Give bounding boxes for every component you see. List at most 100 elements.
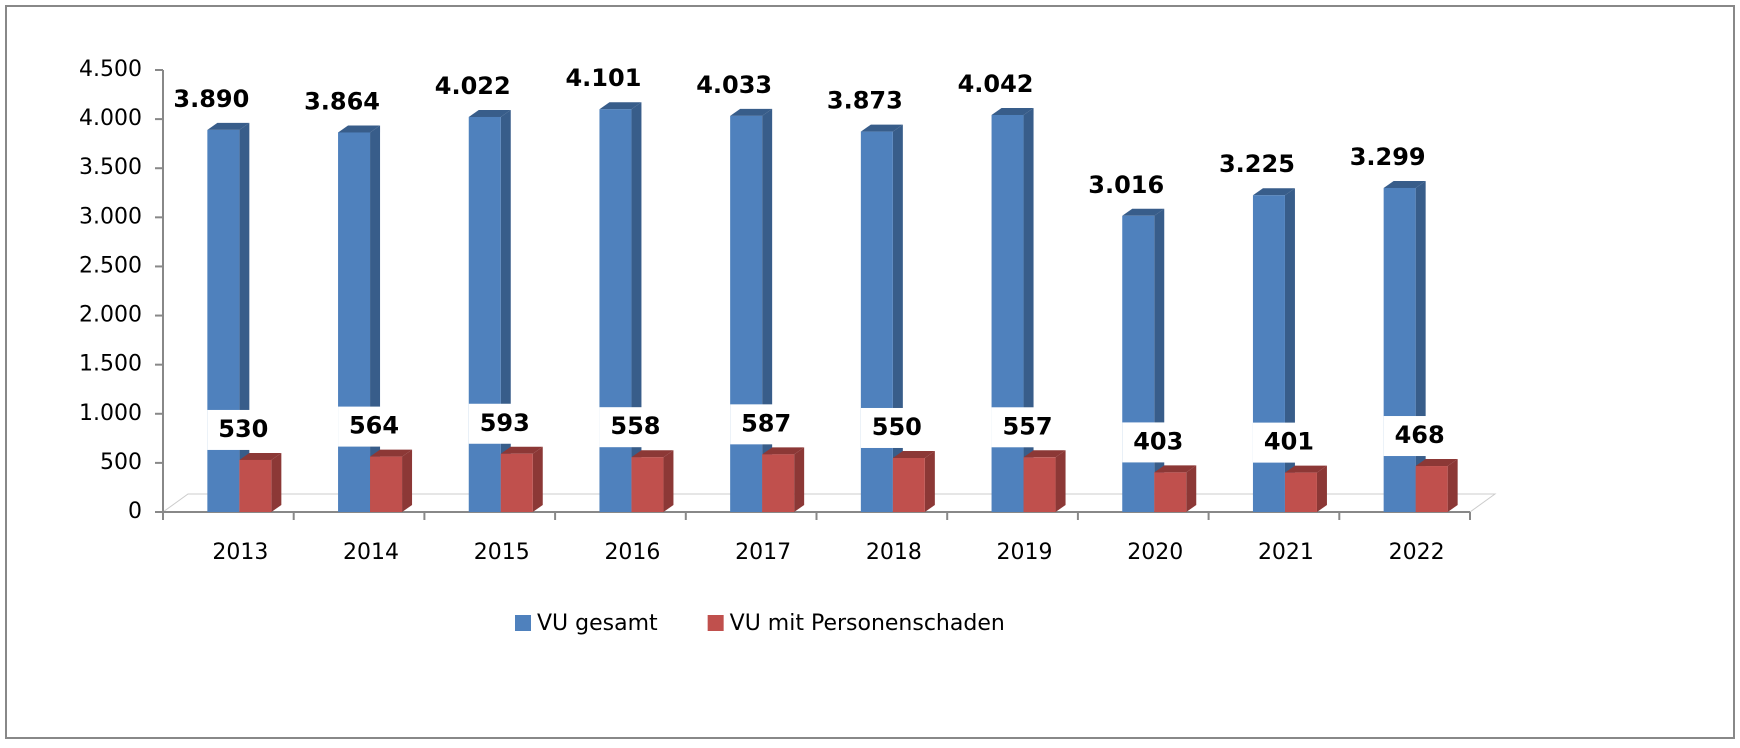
bar-front <box>239 459 272 512</box>
y-tick-label: 1.000 <box>79 401 142 426</box>
value-label: 401 <box>1264 428 1314 456</box>
y-tick-label: 4.000 <box>79 106 142 131</box>
bar-top <box>599 102 642 110</box>
bar-front <box>860 131 893 512</box>
bar-side <box>1186 465 1197 512</box>
value-label: 4.042 <box>958 70 1034 98</box>
bar-top <box>991 107 1034 115</box>
bar-side <box>631 102 642 512</box>
bar-top <box>338 125 381 133</box>
x-tick-label: 2013 <box>212 540 268 565</box>
value-label: 3.864 <box>304 87 380 115</box>
value-label: 3.016 <box>1088 171 1164 199</box>
bar-front <box>892 457 925 512</box>
value-label: 403 <box>1133 427 1183 455</box>
bar-side <box>663 450 674 512</box>
y-tick-label: 3.000 <box>79 204 142 229</box>
x-tick-label: 2017 <box>735 540 791 565</box>
bar <box>1252 188 1295 512</box>
bar-front <box>207 129 240 512</box>
bar-top <box>1415 459 1458 467</box>
y-tick-label: 0 <box>128 499 142 524</box>
bar-side <box>532 446 543 512</box>
y-tick-label: 4.500 <box>79 57 142 82</box>
bar-front <box>730 115 763 512</box>
bar-front <box>599 109 632 512</box>
x-tick-label: 2022 <box>1389 540 1445 565</box>
value-label: 557 <box>1002 412 1052 440</box>
bar-front <box>370 456 403 512</box>
y-tick-label: 2.000 <box>79 303 142 328</box>
bar-front <box>1415 466 1448 512</box>
bar <box>370 449 413 512</box>
value-label: 530 <box>218 415 268 443</box>
value-label-box <box>599 407 672 448</box>
bar-front <box>1122 215 1155 512</box>
bar <box>468 109 511 512</box>
y-tick-label: 1.500 <box>79 352 142 377</box>
bar-top <box>1023 450 1066 458</box>
bar <box>730 108 773 512</box>
legend-label: VU mit Personenschaden <box>730 611 1005 636</box>
bar-top <box>370 449 413 457</box>
value-label: 468 <box>1395 421 1445 449</box>
bar-side <box>402 449 413 512</box>
bar <box>239 452 282 512</box>
value-label-box <box>468 403 541 444</box>
value-label: 4.033 <box>696 71 772 99</box>
x-tick-label: 2018 <box>866 540 922 565</box>
bar-front <box>1252 195 1285 512</box>
bar-side <box>794 447 805 512</box>
bar <box>1154 465 1197 512</box>
x-tick-label: 2016 <box>604 540 660 565</box>
value-label-box <box>1252 422 1325 463</box>
bar-top <box>239 452 282 460</box>
bar <box>207 122 250 512</box>
bar-side <box>1055 450 1066 512</box>
bar-top <box>730 108 773 116</box>
value-label: 4.022 <box>435 72 511 100</box>
y-tick-label: 500 <box>100 450 142 475</box>
value-label: 3.890 <box>173 85 249 113</box>
bar <box>1284 465 1327 512</box>
bar-top <box>892 450 935 458</box>
bar-top <box>1154 465 1197 473</box>
value-label: 564 <box>349 412 399 440</box>
bar <box>1023 450 1066 512</box>
bar <box>599 102 642 512</box>
bar <box>1415 459 1458 512</box>
bar-top <box>1122 208 1165 216</box>
bar <box>991 107 1034 512</box>
x-tick-label: 2021 <box>1258 540 1314 565</box>
bar-front <box>1284 472 1317 512</box>
value-label: 3.299 <box>1350 143 1426 171</box>
value-label: 3.873 <box>827 87 903 115</box>
bar <box>1383 180 1426 512</box>
legend-swatch <box>515 615 531 631</box>
bar <box>631 450 674 512</box>
bar-top <box>860 124 903 132</box>
bar-top <box>207 122 250 130</box>
bar-side <box>239 122 250 512</box>
bar <box>762 447 805 512</box>
x-tick-label: 2014 <box>343 540 399 565</box>
bar-side <box>924 450 935 512</box>
bar <box>1122 208 1165 512</box>
bar-top <box>1252 188 1295 196</box>
value-label: 4.101 <box>565 64 641 92</box>
value-label-box <box>207 409 280 450</box>
legend-label: VU gesamt <box>537 611 658 636</box>
bar <box>500 446 543 512</box>
x-tick-label: 2020 <box>1127 540 1183 565</box>
value-label-box <box>991 407 1064 448</box>
bar-front <box>1383 187 1416 512</box>
bar-front <box>991 114 1024 512</box>
x-tick-label: 2019 <box>997 540 1053 565</box>
bar-side <box>271 452 282 512</box>
bar-front <box>338 132 371 512</box>
x-tick-label: 2015 <box>474 540 530 565</box>
value-label: 3.225 <box>1219 150 1295 178</box>
bar-top <box>500 446 543 454</box>
value-label: 550 <box>872 413 922 441</box>
